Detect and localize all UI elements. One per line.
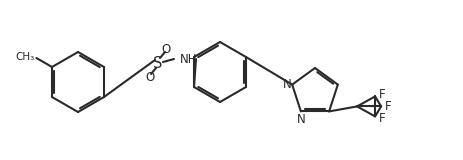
Text: N: N xyxy=(282,78,291,91)
Text: N: N xyxy=(296,113,305,126)
Text: O: O xyxy=(161,43,170,56)
Text: CH₃: CH₃ xyxy=(15,52,34,62)
Text: S: S xyxy=(153,56,163,71)
Text: NH: NH xyxy=(180,52,197,65)
Text: F: F xyxy=(384,100,391,113)
Text: F: F xyxy=(378,112,385,125)
Text: F: F xyxy=(378,88,385,101)
Text: O: O xyxy=(145,71,154,84)
